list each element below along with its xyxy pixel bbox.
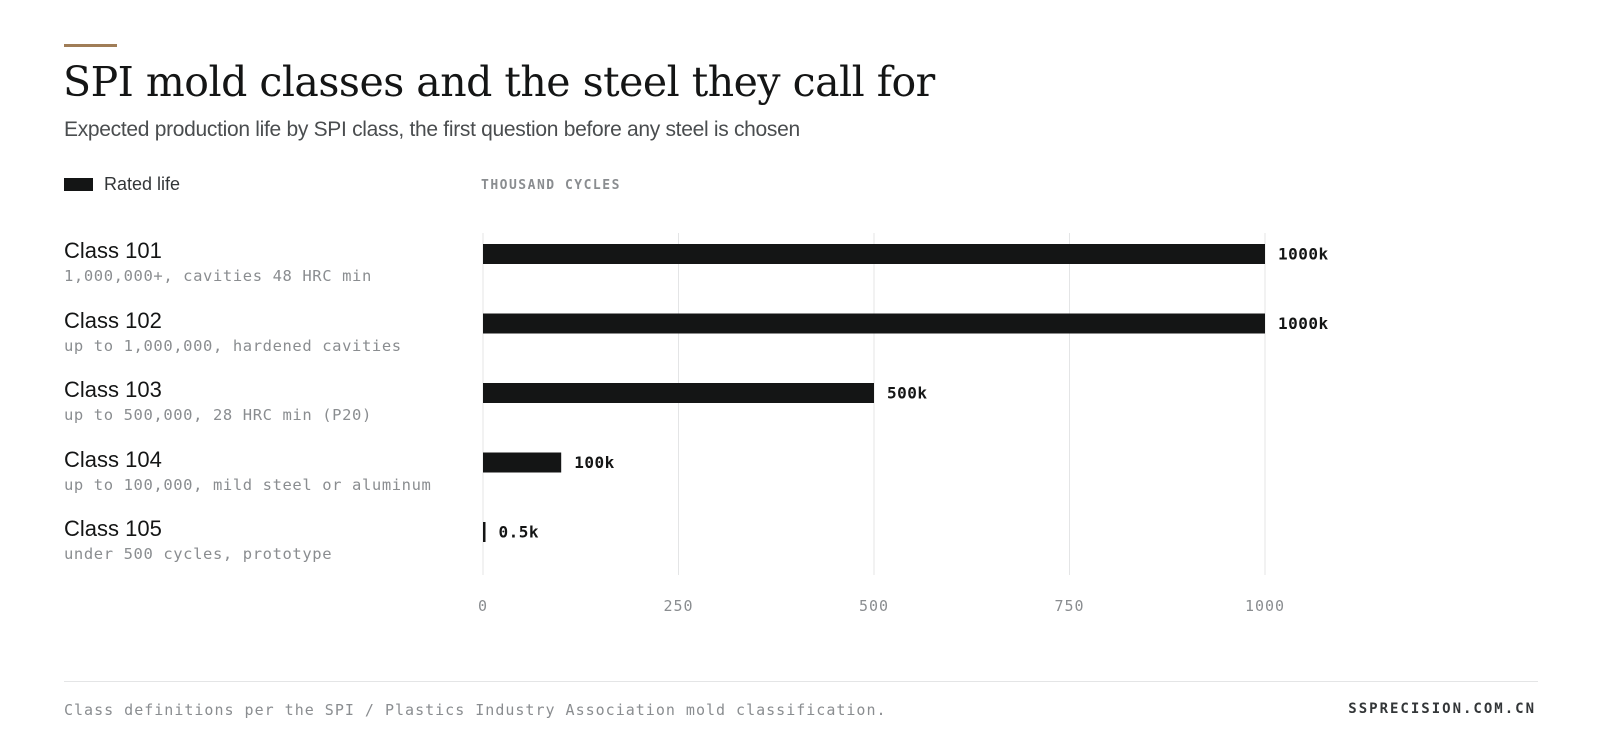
- category-label: Class 103 up to 500,000, 28 HRC min (P20): [64, 377, 372, 424]
- chart-title: SPI mold classes and the steel they call…: [63, 58, 935, 106]
- category-description: up to 100,000, mild steel or aluminum: [64, 475, 432, 494]
- legend-swatch: [64, 178, 93, 191]
- bar: [483, 452, 562, 473]
- chart-subtitle: Expected production life by SPI class, t…: [64, 118, 800, 141]
- bar-value-label: 1000k: [1278, 245, 1329, 264]
- footer-source-note: Class definitions per the SPI / Plastics…: [64, 701, 887, 719]
- category-name: Class 101: [64, 238, 162, 263]
- category-description: up to 1,000,000, hardened cavities: [64, 336, 402, 355]
- category-label: Class 104 up to 100,000, mild steel or al…: [64, 447, 431, 494]
- x-tick-label: 500: [859, 597, 889, 615]
- bar-value-label: 100k: [574, 453, 615, 472]
- category-name: Class 103: [64, 377, 162, 402]
- bar: [483, 383, 874, 403]
- legend-label: Rated life: [104, 174, 181, 194]
- category-label: Class 101 1,000,000+, cavities 48 HRC min: [64, 238, 372, 285]
- category-description: up to 500,000, 28 HRC min (P20): [64, 406, 372, 424]
- footer-divider: [64, 681, 1538, 682]
- x-tick-label: 1000: [1245, 597, 1285, 615]
- x-tick-label: 250: [663, 597, 693, 615]
- category-description: under 500 cycles, prototype: [64, 545, 333, 563]
- axis-units-label: THOUSAND CYCLES: [481, 178, 621, 193]
- category-label: Class 102 up to 1,000,000, hardened cavit…: [64, 308, 402, 355]
- category-description: 1,000,000+, cavities 48 HRC min: [64, 267, 372, 285]
- x-tick-label: 750: [1054, 597, 1084, 615]
- bar-value-label: 0.5k: [499, 523, 540, 542]
- category-name: Class 104: [64, 446, 162, 472]
- accent-rule: [64, 44, 117, 47]
- category-name: Class 102: [64, 307, 162, 333]
- category-label: Class 105 under 500 cycles, prototype: [64, 516, 332, 563]
- bar: [483, 313, 1265, 334]
- bar: [483, 522, 486, 542]
- bar-value-label: 1000k: [1278, 314, 1329, 333]
- category-name: Class 105: [64, 516, 162, 541]
- footer-brand: SSPRECISION.COM.CN: [1348, 701, 1536, 717]
- bar: [483, 244, 1265, 264]
- x-tick-label: 0: [478, 597, 488, 615]
- bar-value-label: 500k: [887, 384, 928, 403]
- chart-legend: Rated life: [64, 174, 180, 195]
